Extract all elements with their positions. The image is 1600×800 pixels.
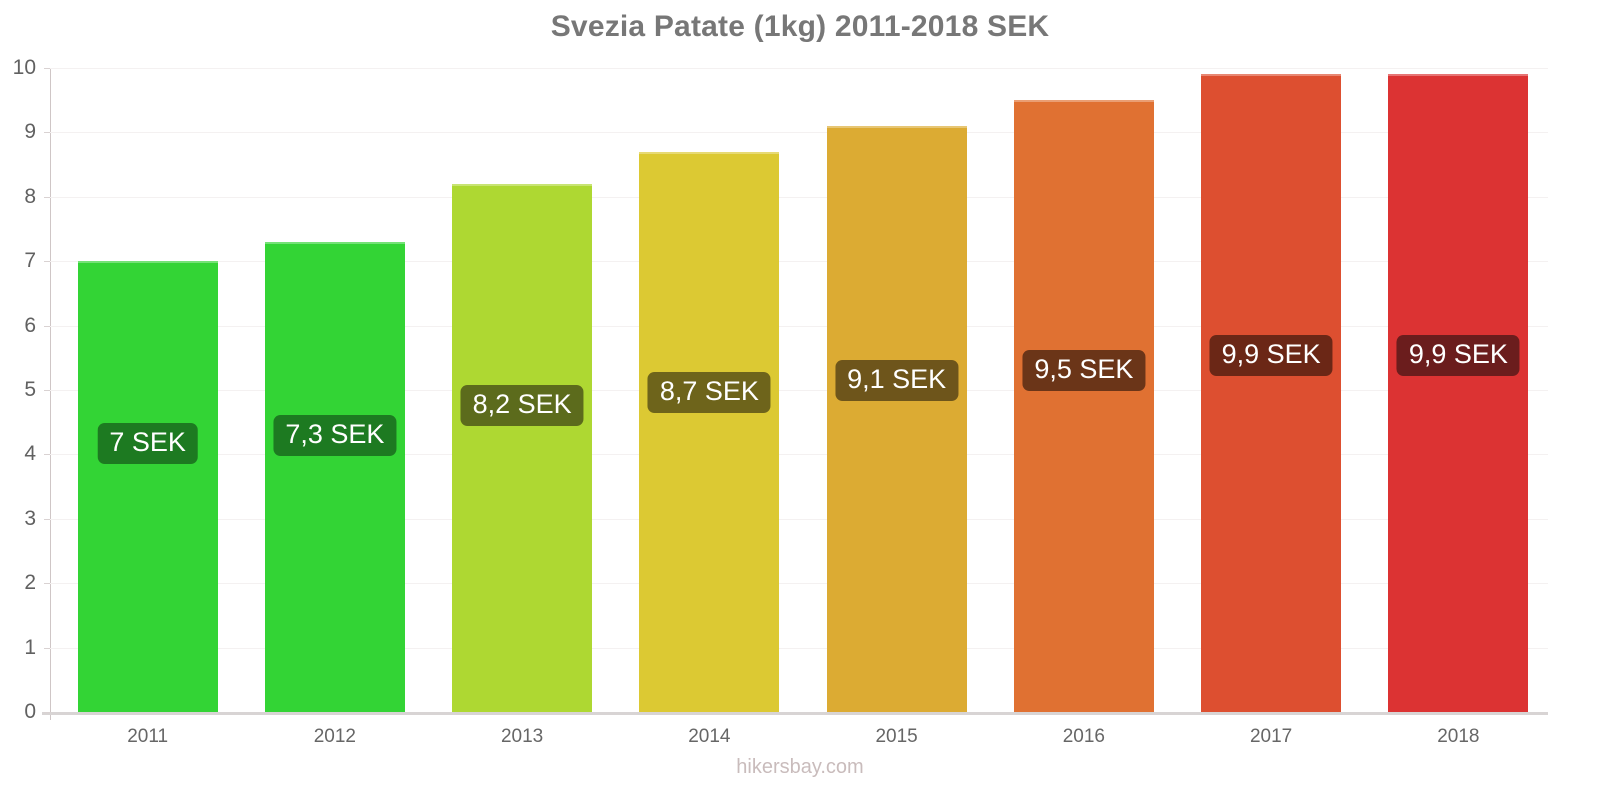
bar-column[interactable] (1201, 68, 1342, 712)
bar[interactable] (77, 261, 218, 712)
gridline (50, 454, 1548, 456)
y-axis-tick-mark (44, 68, 51, 69)
bar[interactable] (639, 151, 780, 712)
bar-column[interactable] (1013, 68, 1154, 712)
gridline (50, 647, 1548, 649)
bar-column[interactable] (639, 68, 780, 712)
y-axis-tick-label: 4 (24, 442, 36, 466)
bar-column[interactable] (826, 68, 967, 712)
x-axis-tick-label: 2017 (1249, 726, 1293, 747)
plot-area: 7 SEK 7,3 SEK 8,2 SEK 8,7 SEK 9,1 SEK 9,5 SEK… (50, 68, 1548, 712)
gridline (50, 325, 1548, 327)
bar[interactable] (264, 241, 405, 712)
y-axis-tick-mark (44, 261, 51, 263)
y-axis-tick-mark (44, 325, 51, 327)
y-axis-line (50, 68, 51, 720)
y-axis-tick-mark (44, 390, 51, 391)
y-axis-tick-mark (44, 583, 51, 585)
y-axis-tick-mark (44, 132, 51, 134)
bar-column[interactable] (452, 68, 593, 712)
bar[interactable] (826, 125, 967, 712)
x-axis-tick-label: 2012 (313, 726, 357, 747)
y-axis-tick-mark (44, 454, 51, 456)
bar-value-label: 9,1 SEK (835, 360, 959, 401)
bar-value-label: 8,7 SEK (647, 372, 771, 413)
y-axis-tick-mark (44, 196, 51, 198)
y-axis-tick-label: 0 (24, 700, 36, 723)
y-axis-tick-label: 6 (24, 313, 36, 337)
y-axis-tick-label: 7 (24, 249, 36, 273)
x-axis-line (42, 712, 1548, 715)
bar[interactable] (1388, 74, 1529, 712)
x-axis-tick-label: 2014 (688, 726, 731, 747)
bar-value-label: 7,3 SEK (273, 415, 397, 456)
gridline (50, 518, 1548, 520)
x-axis-tick-label: 2016 (1062, 726, 1106, 747)
bar-value-label: 9,9 SEK (1396, 335, 1520, 376)
y-axis-tick-mark (44, 518, 51, 520)
y-axis-tick-mark (44, 712, 51, 713)
bar-value-label: 9,9 SEK (1209, 335, 1333, 376)
y-axis-tick-label: 9 (24, 120, 36, 144)
x-axis-tick-label: 2015 (875, 726, 918, 747)
y-axis-tick-label: 2 (24, 571, 36, 595)
gridline (50, 261, 1548, 263)
bar-column[interactable] (264, 68, 405, 712)
x-axis-tick-label: 2011 (127, 726, 169, 747)
gridline (50, 196, 1548, 198)
bar[interactable] (1201, 74, 1342, 712)
y-axis-tick-label: 5 (24, 378, 36, 401)
bar[interactable] (1013, 100, 1154, 712)
y-axis-tick-label: 8 (24, 184, 36, 208)
y-axis-tick-label: 1 (24, 635, 36, 659)
bar-column[interactable] (1388, 68, 1529, 712)
bar-column[interactable] (77, 68, 218, 712)
gridline (50, 68, 1548, 69)
y-axis-tick-label: 10 (12, 56, 36, 79)
gridline (50, 132, 1548, 134)
y-axis-tick-label: 3 (24, 506, 36, 530)
chart-title: Svezia Patate (1kg) 2011-2018 SEK (550, 10, 1050, 43)
bar-value-label: 9,5 SEK (1022, 350, 1146, 391)
x-axis-tick-label: 2013 (500, 726, 544, 747)
footer-credit: hikersbay.com (736, 756, 864, 778)
x-axis-tick-label: 2018 (1437, 726, 1480, 747)
bar-value-label: 7 SEK (97, 423, 198, 464)
gridline (50, 583, 1548, 585)
bar-value-label: 8,2 SEK (460, 385, 584, 426)
bar[interactable] (452, 183, 593, 712)
y-axis-tick-mark (44, 647, 51, 649)
gridline (50, 390, 1548, 391)
